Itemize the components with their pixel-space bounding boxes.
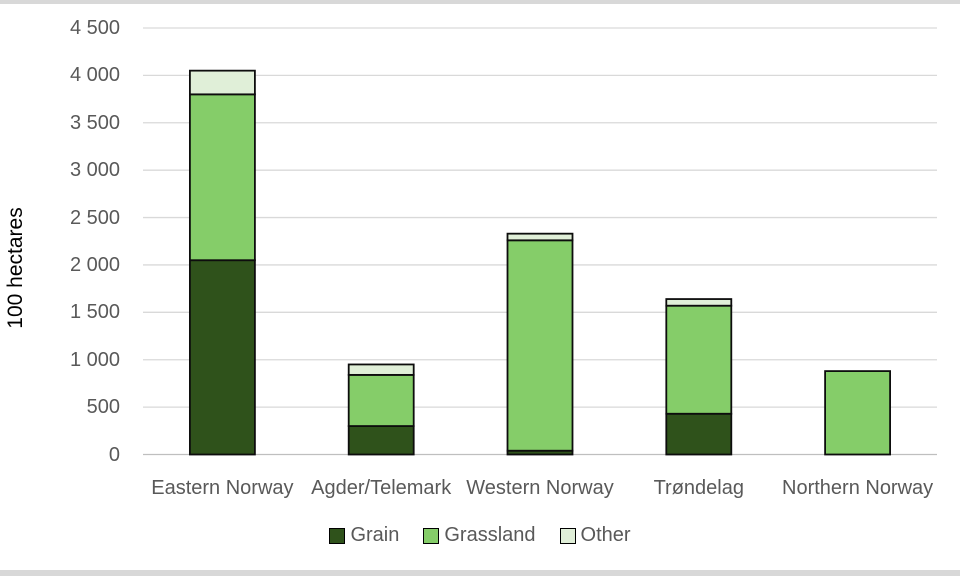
bar-segment-grassland: [665, 304, 733, 415]
y-tick-label: 1 000: [69, 348, 120, 371]
x-category-label: Trøndelag: [653, 477, 744, 499]
y-tick-label: 2 500: [69, 206, 120, 229]
legend-swatch: [423, 527, 440, 544]
x-category-label: Eastern Norway: [151, 477, 294, 499]
y-tick-label: 4 000: [69, 64, 120, 87]
legend: Grain Grassland Other: [0, 524, 960, 547]
bar-segment-grain: [188, 259, 256, 456]
legend-swatch: [559, 527, 576, 544]
x-category-label: Western Norway: [466, 477, 614, 499]
bar-segment-grassland: [188, 93, 256, 262]
legend-label: Grain: [350, 524, 400, 546]
y-tick-label: 3 500: [69, 111, 120, 134]
legend-label: Other: [580, 524, 631, 546]
bar-segment-grassland: [506, 239, 574, 452]
bar-segment-grain: [347, 425, 415, 456]
top-edge-strip: [0, 0, 960, 4]
bar-segment-other: [665, 298, 733, 307]
bar-segment-grassland: [824, 370, 891, 456]
bar-segment-other: [188, 69, 256, 96]
y-tick-label: 1 500: [69, 301, 120, 324]
bar-segment-other: [347, 363, 415, 376]
x-category-label: Northern Norway: [782, 477, 934, 499]
y-tick-label: 500: [86, 396, 120, 419]
legend-item-other: Other: [559, 524, 631, 547]
x-category-label: Agder/Telemark: [311, 477, 452, 499]
legend-item-grain: Grain: [329, 524, 399, 547]
y-tick-label: 0: [108, 443, 120, 466]
bar-segment-grassland: [347, 373, 415, 427]
legend-item-grassland: Grassland: [423, 524, 536, 547]
legend-swatch: [329, 527, 346, 544]
bottom-edge-strip: [0, 570, 960, 576]
legend-label: Grassland: [444, 524, 536, 546]
bar-segment-other: [506, 232, 574, 242]
y-tick-label: 2 000: [69, 253, 120, 276]
y-tick-label: 4 500: [69, 17, 120, 39]
y-tick-label: 3 000: [69, 159, 120, 182]
bar-segment-grain: [665, 412, 733, 456]
